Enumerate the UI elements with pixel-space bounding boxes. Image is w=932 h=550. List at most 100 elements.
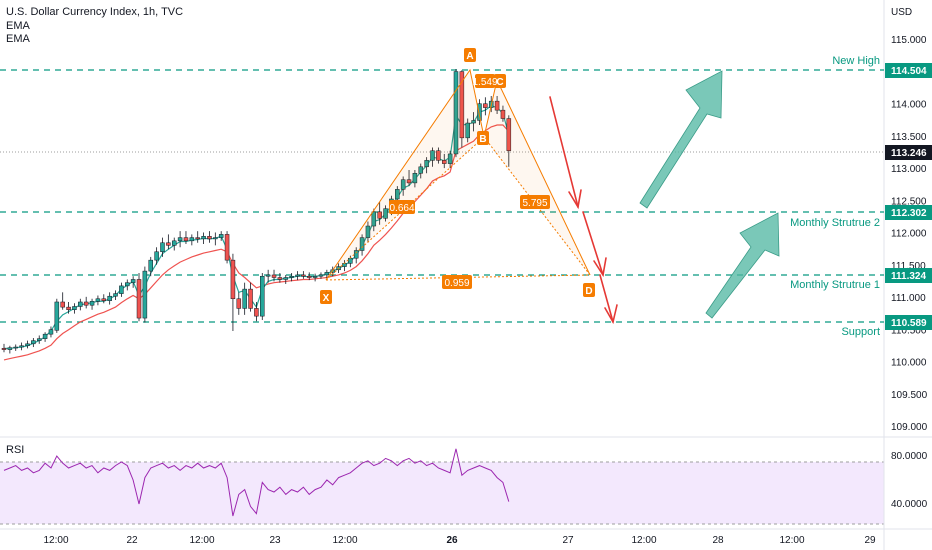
pattern-bcd-fill <box>484 80 590 275</box>
price-tick: 111.000 <box>891 293 926 304</box>
candle <box>506 115 512 167</box>
level-lines <box>0 69 884 323</box>
pattern-xab-fill <box>326 70 484 280</box>
candle <box>19 342 24 351</box>
point-a-tag-bg <box>464 48 476 62</box>
candle <box>78 298 83 311</box>
candle <box>312 273 318 282</box>
candles <box>1 68 512 354</box>
candle <box>183 231 189 245</box>
candle <box>283 274 289 284</box>
point-b-label: B <box>479 134 486 145</box>
ratio-xab-bg <box>475 74 495 88</box>
up-arrows <box>639 70 780 319</box>
candle <box>301 271 306 279</box>
down-arrow-2 <box>582 211 607 278</box>
point-b-tag-bg <box>477 131 489 145</box>
candle <box>254 301 259 322</box>
time-tick: 12:00 <box>779 535 804 546</box>
candle <box>60 292 65 310</box>
price-axis-currency: USD <box>891 7 912 18</box>
up-arrow-large <box>639 70 723 209</box>
time-tick: 22 <box>126 535 138 546</box>
candle <box>383 205 388 222</box>
indicator-ema-1[interactable]: EMA <box>6 20 30 32</box>
candle <box>442 153 447 169</box>
level-monthly-structure-2-price: 112.302 <box>891 208 927 219</box>
candle <box>42 332 48 342</box>
time-tick: 28 <box>712 535 724 546</box>
up-arrow-medium <box>705 212 780 319</box>
candle <box>406 170 412 187</box>
level-new-high-price: 114.504 <box>891 66 927 77</box>
candle <box>459 70 465 148</box>
candle <box>483 97 488 116</box>
candle <box>130 276 136 288</box>
candle <box>66 301 71 314</box>
candle <box>265 269 271 283</box>
candle <box>306 272 312 281</box>
candle <box>277 273 283 283</box>
candle <box>418 163 424 179</box>
level-new-high-price-bg <box>885 63 932 78</box>
candle <box>201 232 206 245</box>
candle <box>213 232 218 246</box>
point-d-tag-bg <box>583 283 595 297</box>
ratio-bcd-label: 5.795 <box>522 198 547 209</box>
candle <box>177 231 183 248</box>
down-arrows <box>549 96 618 325</box>
point-c-label: C <box>496 77 503 88</box>
level-support-price: 110.589 <box>891 318 927 329</box>
level-support-label: Support <box>841 326 880 338</box>
ratio-bcd-bg <box>520 195 550 209</box>
candle <box>171 237 177 251</box>
candle <box>465 118 470 143</box>
price-tick: 114.000 <box>891 100 927 111</box>
pattern-xb-line <box>325 136 485 281</box>
rsi-tick-40: 40.0000 <box>891 499 928 510</box>
price-tick: 110.000 <box>891 358 927 369</box>
candle <box>230 253 236 331</box>
candle <box>324 269 330 279</box>
candle <box>89 298 95 310</box>
candle <box>236 292 242 315</box>
ratio-xb-label: 0.664 <box>389 203 414 214</box>
current-price-bg <box>885 145 932 160</box>
price-tick: 115.000 <box>891 35 927 46</box>
xabcd-pattern: X A B C D 1.549 0.664 5.795 0.959 <box>320 48 595 304</box>
candle <box>1 343 7 353</box>
candle <box>154 247 159 265</box>
time-tick: 26 <box>446 535 458 546</box>
candle <box>107 292 112 305</box>
price-tick: 111.500 <box>891 261 926 272</box>
ratio-xab-label: 1.549 <box>472 77 497 88</box>
time-tick: 23 <box>269 535 281 546</box>
down-arrow-3 <box>599 274 618 325</box>
point-x-tag-bg <box>320 290 332 304</box>
ratio-xd-bg <box>442 275 472 289</box>
price-tick: 113.500 <box>891 132 927 143</box>
candle <box>218 231 224 241</box>
candle <box>430 147 435 167</box>
level-monthly-structure-2-price-bg <box>885 205 932 220</box>
time-tick: 12:00 <box>189 535 214 546</box>
candle <box>453 68 459 158</box>
time-axis-ticks[interactable]: 12:00 22 12:00 23 12:00 26 27 12:00 28 12:00 29 <box>43 535 876 546</box>
candle <box>371 208 377 232</box>
level-monthly-structure-1-label: Monthly Strutrue 1 <box>790 279 880 291</box>
point-d-label: D <box>585 286 592 297</box>
rsi-band <box>0 462 884 524</box>
price-tick: 112.000 <box>891 229 927 240</box>
ratio-xb-bg <box>389 200 415 214</box>
ratio-xd-label: 0.959 <box>444 278 469 289</box>
candle <box>136 273 142 322</box>
current-price-label: 113.246 <box>891 148 927 159</box>
candle <box>295 271 300 281</box>
candle <box>471 112 476 132</box>
indicator-ema-2[interactable]: EMA <box>6 33 30 45</box>
candle <box>148 256 153 277</box>
rsi-label[interactable]: RSI <box>6 444 25 456</box>
candle <box>377 202 382 225</box>
chart-title[interactable]: U.S. Dollar Currency Index, 1h, TVC <box>6 6 184 18</box>
